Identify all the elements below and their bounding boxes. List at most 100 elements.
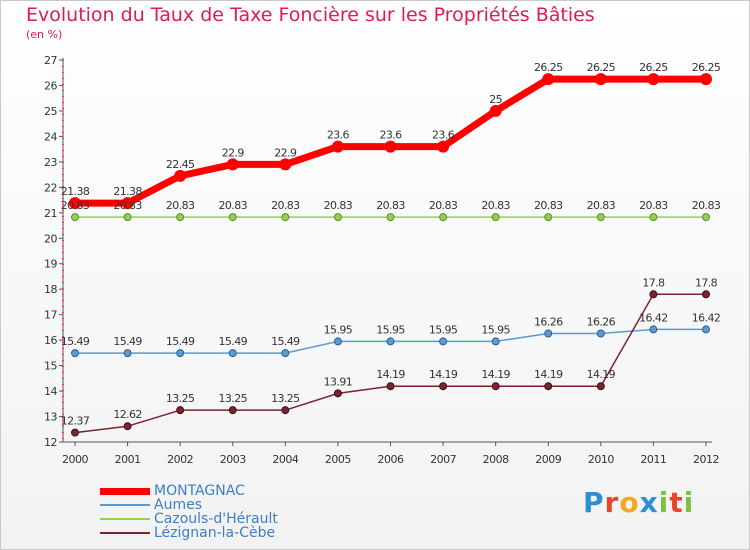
data-point-cazouls	[123, 213, 132, 222]
data-label-cazouls: 20.83	[534, 199, 563, 212]
x-tick-label: 2004	[272, 453, 298, 466]
y-tick-label: 23	[44, 156, 57, 169]
data-label-aumes: 15.95	[429, 323, 458, 336]
x-tick-label: 2010	[588, 453, 614, 466]
y-tick-label: 21	[44, 207, 57, 220]
data-point-aumes	[596, 329, 605, 338]
data-point-lezignan	[71, 428, 79, 437]
logo-letter: i	[658, 486, 670, 519]
logo-letter: r	[604, 486, 620, 519]
data-point-cazouls	[702, 213, 710, 222]
data-label-cazouls: 20.83	[61, 199, 90, 212]
data-point-cazouls	[439, 213, 448, 222]
data-point-montagnac	[700, 73, 712, 86]
data-point-lezignan	[596, 382, 605, 391]
data-point-lezignan	[491, 382, 500, 391]
data-label-lezignan: 17.8	[695, 276, 718, 289]
data-point-cazouls	[649, 213, 658, 222]
data-point-lezignan	[386, 382, 395, 391]
data-point-montagnac	[647, 73, 660, 86]
legend-label-montagnac: MONTAGNAC	[154, 483, 245, 499]
data-label-montagnac: 22.9	[222, 146, 245, 159]
y-tick-label: 20	[44, 232, 57, 245]
data-point-cazouls	[491, 213, 500, 222]
data-point-montagnac	[437, 140, 450, 153]
data-point-montagnac	[542, 73, 555, 86]
legend-swatch-lezignan	[100, 532, 150, 534]
data-point-montagnac	[384, 140, 397, 153]
data-label-cazouls: 20.83	[271, 199, 300, 212]
logo-letter: t	[669, 486, 684, 519]
y-tick-label: 13	[44, 411, 57, 424]
chart-unit: (en %)	[26, 28, 63, 41]
data-point-lezignan	[439, 382, 448, 391]
data-point-aumes	[228, 349, 237, 358]
y-tick-label: 22	[44, 181, 57, 194]
data-label-montagnac: 21.38	[113, 185, 142, 198]
data-label-aumes: 16.26	[534, 316, 563, 329]
data-label-cazouls: 20.83	[376, 199, 405, 212]
data-point-lezignan	[333, 389, 342, 398]
x-tick-label: 2005	[325, 453, 351, 466]
data-point-aumes	[123, 349, 132, 358]
data-label-montagnac: 22.9	[274, 146, 297, 159]
data-point-aumes	[702, 325, 710, 334]
x-tick-label: 2000	[62, 453, 88, 466]
data-point-montagnac	[331, 140, 344, 153]
data-label-lezignan: 14.19	[534, 368, 563, 381]
data-label-montagnac: 26.25	[534, 61, 563, 74]
data-point-lezignan	[702, 290, 710, 299]
y-tick-label: 26	[44, 79, 57, 92]
data-label-aumes: 15.49	[113, 335, 142, 348]
data-point-montagnac	[279, 158, 292, 171]
data-label-montagnac: 25	[489, 93, 502, 106]
data-point-montagnac	[121, 197, 134, 210]
y-tick-label: 27	[44, 54, 57, 67]
data-point-cazouls	[596, 213, 605, 222]
y-tick-label: 25	[44, 105, 57, 118]
data-label-aumes: 15.49	[219, 335, 248, 348]
legend-swatch-aumes	[100, 504, 150, 506]
data-point-lezignan	[544, 382, 553, 391]
data-point-aumes	[491, 337, 500, 346]
x-tick-label: 2007	[430, 453, 456, 466]
y-tick-label: 24	[44, 130, 57, 143]
data-label-cazouls: 20.83	[429, 199, 458, 212]
data-label-lezignan: 17.8	[642, 276, 665, 289]
data-point-aumes	[649, 325, 658, 334]
data-point-aumes	[71, 349, 79, 358]
data-point-montagnac	[69, 197, 81, 210]
data-label-cazouls: 20.83	[481, 199, 510, 212]
y-tick-label: 18	[44, 283, 57, 296]
data-label-lezignan: 13.25	[271, 392, 300, 405]
data-label-cazouls: 20.83	[219, 199, 248, 212]
data-label-aumes: 15.49	[271, 335, 300, 348]
x-tick-label: 2011	[640, 453, 666, 466]
data-label-montagnac: 26.25	[639, 61, 668, 74]
data-point-lezignan	[281, 406, 290, 415]
data-label-montagnac: 23.6	[379, 129, 402, 142]
data-label-cazouls: 20.83	[324, 199, 353, 212]
data-label-aumes: 15.95	[324, 323, 353, 336]
data-point-aumes	[176, 349, 185, 358]
x-tick-label: 2001	[115, 453, 141, 466]
data-label-cazouls: 20.83	[113, 199, 142, 212]
logo-letter: i	[683, 486, 695, 519]
data-point-lezignan	[123, 422, 132, 431]
data-label-aumes: 16.42	[692, 311, 721, 324]
logo-letter: P	[583, 486, 605, 519]
data-label-aumes: 15.95	[376, 323, 405, 336]
data-label-montagnac: 21.38	[61, 185, 90, 198]
data-label-cazouls: 20.83	[166, 199, 195, 212]
data-label-cazouls: 20.83	[587, 199, 616, 212]
legend-label-aumes: Aumes	[154, 497, 202, 513]
data-label-aumes: 16.26	[587, 316, 616, 329]
data-point-lezignan	[228, 406, 237, 415]
data-point-aumes	[439, 337, 448, 346]
data-label-aumes: 15.49	[166, 335, 195, 348]
data-point-cazouls	[281, 213, 290, 222]
data-label-lezignan: 14.19	[587, 368, 616, 381]
x-tick-label: 2003	[220, 453, 246, 466]
